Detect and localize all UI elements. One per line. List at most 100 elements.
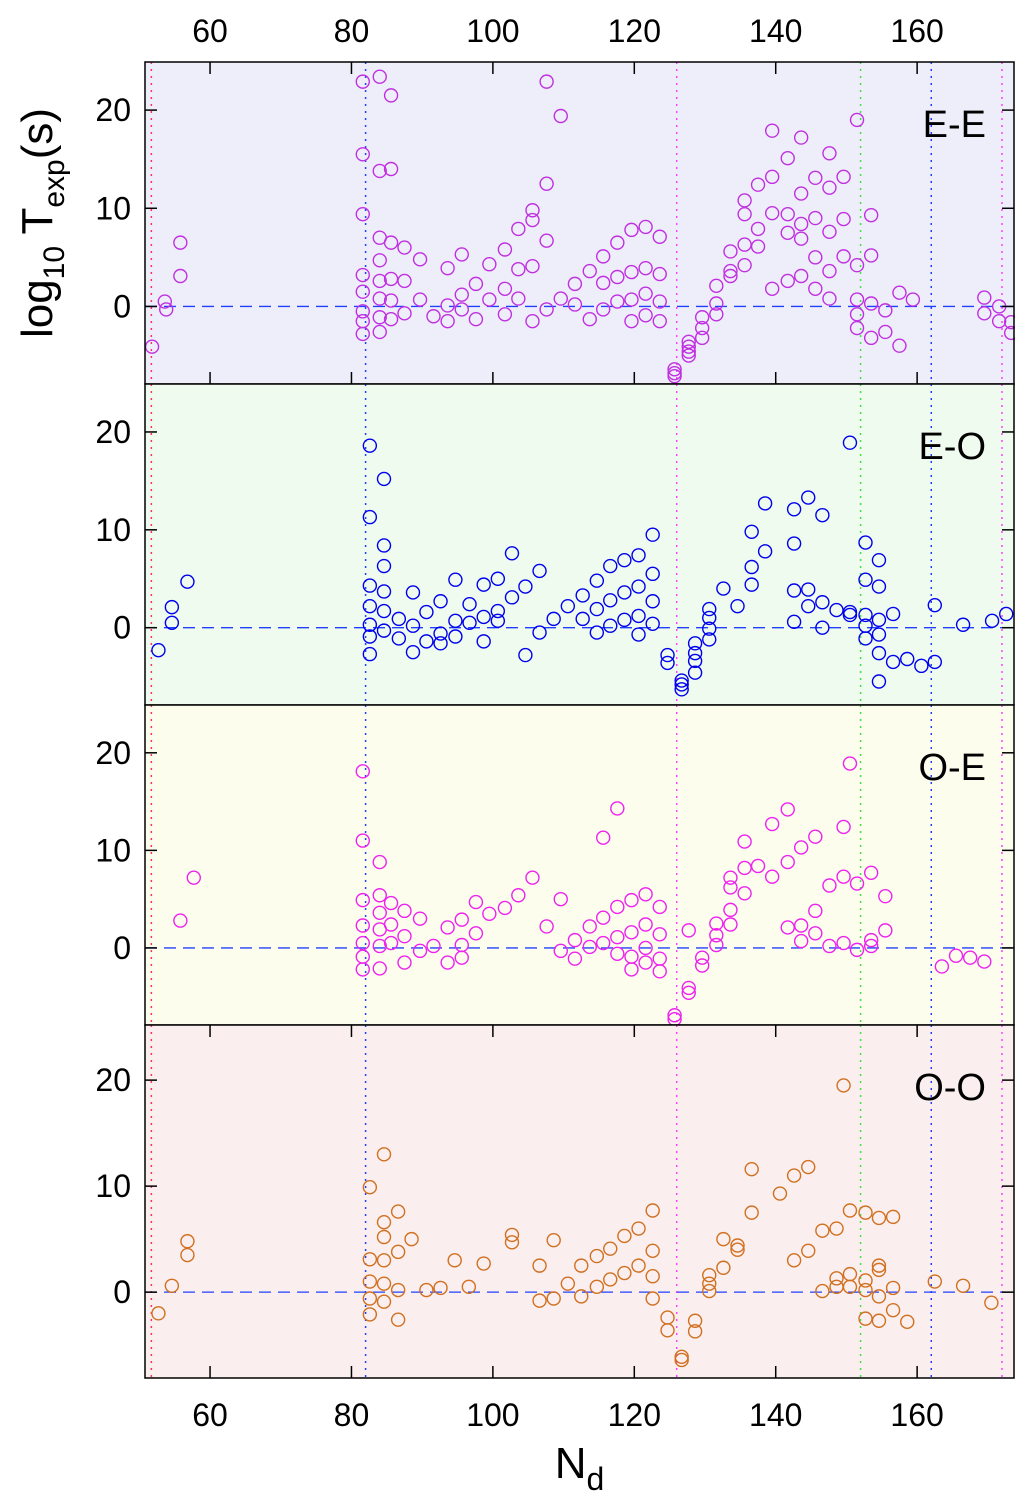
data-point [539, 233, 554, 248]
data-point [652, 266, 667, 282]
data-point [885, 606, 901, 622]
data-point [842, 756, 858, 771]
data-point [878, 889, 893, 904]
data-point [716, 1231, 731, 1247]
data-point [815, 507, 830, 523]
data-point [786, 583, 802, 598]
data-point [737, 860, 752, 876]
data-point [652, 927, 667, 942]
data-point [660, 655, 675, 671]
data-point [589, 573, 605, 588]
data-point [355, 892, 370, 908]
data-point [858, 607, 873, 623]
data-point [667, 368, 682, 384]
y-tick-label: 10 [95, 1168, 131, 1204]
data-point [468, 894, 484, 910]
data-point [631, 1221, 646, 1236]
data-point [362, 438, 378, 453]
data-point [836, 1078, 851, 1093]
data-point [858, 535, 873, 550]
data-point [737, 206, 752, 222]
data-point [546, 1232, 561, 1248]
data-point [372, 310, 387, 325]
data-point [372, 961, 387, 976]
data-point [681, 923, 696, 938]
data-point [723, 880, 738, 895]
data-point [589, 1248, 605, 1264]
data-point [757, 544, 773, 559]
data-point [610, 269, 625, 285]
data-point [383, 88, 399, 103]
data-point [764, 281, 780, 296]
data-point [476, 609, 491, 625]
data-point [638, 917, 653, 932]
data-point [822, 224, 837, 240]
data-point [815, 595, 830, 610]
data-point [376, 1253, 392, 1268]
data-point [151, 1306, 166, 1321]
data-point [372, 854, 387, 870]
data-point [750, 858, 766, 874]
data-point [511, 261, 526, 277]
data-point [454, 912, 469, 927]
data-point [905, 292, 921, 307]
data-point [694, 950, 710, 965]
data-point [681, 344, 696, 359]
data-point [808, 926, 823, 941]
data-point [624, 892, 639, 908]
data-point [849, 112, 865, 128]
data-point [645, 1291, 660, 1306]
data-point [892, 285, 907, 300]
y-tick-label: 0 [113, 288, 131, 324]
data-point [808, 250, 823, 265]
data-point [525, 203, 540, 218]
data-point [786, 614, 802, 630]
data-point [461, 1279, 477, 1295]
data-point [617, 585, 632, 600]
data-point [631, 579, 646, 594]
data-point [419, 634, 434, 649]
x-tick-label: 160 [890, 1397, 943, 1433]
data-point [955, 1278, 971, 1293]
data-point [560, 1276, 576, 1291]
data-point [553, 108, 568, 124]
data-point [638, 887, 653, 902]
data-point [567, 297, 583, 312]
data-point [603, 618, 618, 633]
data-point [780, 802, 795, 817]
data-point [858, 1205, 873, 1220]
data-point [709, 928, 724, 943]
data-point [638, 260, 653, 276]
data-point [376, 538, 392, 553]
data-point [871, 1262, 887, 1278]
data-point [836, 211, 851, 227]
data-point [730, 598, 745, 614]
data-point [900, 1314, 915, 1330]
data-point [977, 306, 992, 321]
data-point [786, 1168, 802, 1183]
data-point [984, 1295, 999, 1310]
data-point [652, 294, 667, 309]
data-point [681, 985, 696, 1001]
data-point [362, 629, 378, 644]
data-point [744, 1205, 759, 1220]
data-point [610, 801, 625, 816]
data-point [497, 281, 513, 296]
data-point [793, 933, 809, 949]
data-point [180, 1247, 195, 1263]
data-point [836, 819, 851, 835]
legend-label: O-E [918, 747, 986, 789]
data-point [780, 151, 795, 166]
data-point [793, 268, 809, 284]
data-point [822, 878, 837, 893]
data-point [574, 1258, 589, 1273]
data-point [681, 339, 696, 354]
data-point [871, 612, 887, 628]
data-point [362, 1307, 378, 1322]
data-point [927, 1274, 943, 1289]
data-point [383, 935, 399, 951]
data-point [355, 918, 370, 933]
data-point [376, 1147, 392, 1162]
data-point [674, 682, 689, 697]
data-point [815, 620, 830, 635]
